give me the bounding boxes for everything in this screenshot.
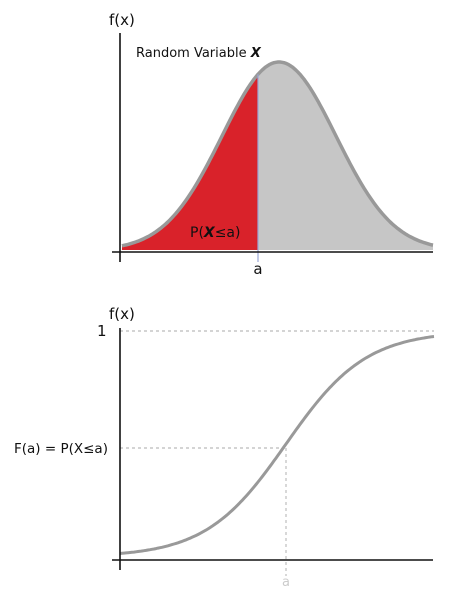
cdf-panel: f(x) 1 F(a) = P(X≤a) a bbox=[14, 305, 435, 590]
cdf-a-tick-label: a bbox=[282, 575, 290, 590]
cdf-y-axis-label: f(x) bbox=[109, 305, 135, 323]
cdf-curve bbox=[119, 335, 435, 555]
cdf-fa-label: F(a) = P(X≤a) bbox=[14, 441, 108, 457]
pdf-area-label: P(X≤a) bbox=[190, 225, 240, 241]
pdf-tail-area bbox=[122, 74, 258, 250]
pdf-panel: f(x) Random Variable X P(X≤a) a bbox=[109, 11, 434, 278]
pdf-a-tick-label: a bbox=[253, 260, 262, 278]
pdf-curve-label: Random Variable X bbox=[136, 46, 262, 61]
pdf-y-axis-label: f(x) bbox=[109, 11, 135, 29]
random-variable-symbol: X bbox=[250, 46, 262, 61]
cdf-y-tick-1: 1 bbox=[97, 322, 107, 340]
pdf-curve bbox=[121, 60, 434, 248]
